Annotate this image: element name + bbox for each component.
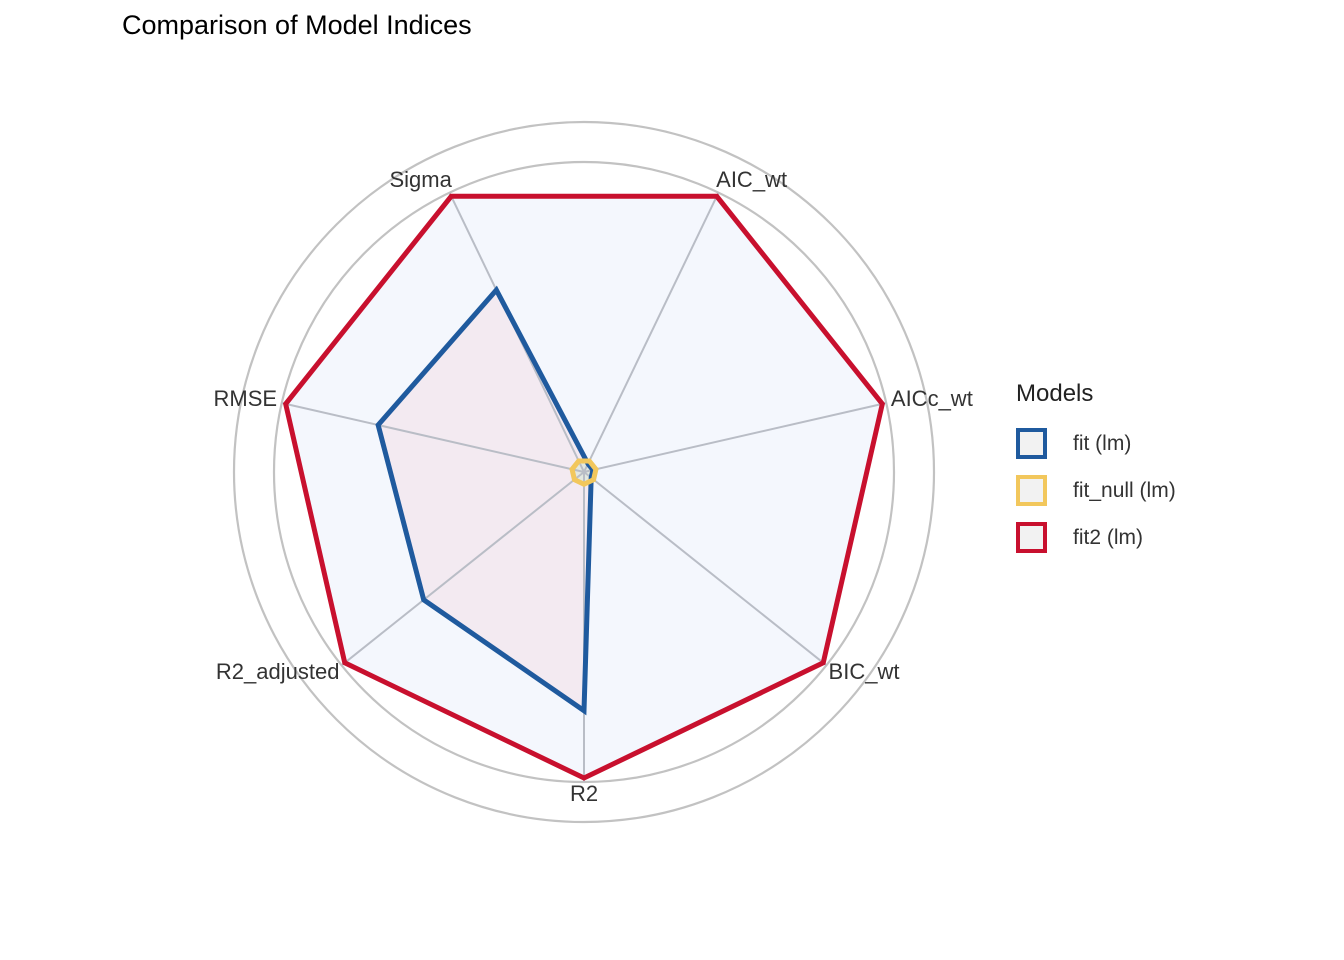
legend-label-fit-null: fit_null (lm) — [1073, 478, 1176, 502]
spoke-aic_wt — [583, 192, 720, 473]
legend-title: Models — [1016, 380, 1094, 407]
axis-label-bic-wt: BIC_wt — [829, 659, 900, 684]
axis-labels: Sigma AIC_wt AICc_wt BIC_wt R2 R2_adjusted RMS… — [214, 167, 973, 806]
series-line-fit-null — [569, 458, 599, 488]
legend-label-fit2: fit2 (lm) — [1073, 525, 1143, 549]
axis-label-aicc-wt: AICc_wt — [891, 386, 973, 411]
series-line-fit2 — [282, 193, 886, 781]
axis-label-rmse: RMSE — [214, 386, 278, 411]
spoke-bic_wt — [583, 471, 827, 667]
axis-label-sigma: Sigma — [389, 167, 452, 192]
legend-key-fit2 — [1016, 522, 1047, 553]
chart-title: Comparison of Model Indices — [122, 10, 472, 40]
axis-label-r2: R2 — [570, 781, 598, 806]
spoke-rmse — [281, 402, 585, 473]
axis-label-aic-wt: AIC_wt — [716, 167, 787, 192]
series-lines — [282, 193, 886, 781]
spoke-aicc_wt — [583, 402, 887, 473]
axis-label-r2-adjusted: R2_adjusted — [216, 659, 340, 684]
grid-circle-5 — [232, 120, 936, 824]
legend: Models fit (lm) fit_null (lm) fit2 (lm) — [1016, 380, 1176, 561]
legend-item-fit2: fit2 (lm) — [1016, 514, 1176, 561]
legend-item-fit-null: fit_null (lm) — [1016, 467, 1176, 514]
radar-spokes — [281, 192, 887, 782]
legend-key-fit — [1016, 428, 1047, 459]
series-line-fit — [375, 285, 596, 716]
legend-key-fit-null — [1016, 475, 1047, 506]
series-fill-tint-0 — [378, 290, 593, 711]
legend-item-fit: fit (lm) — [1016, 420, 1176, 467]
legend-label-fit: fit (lm) — [1073, 431, 1132, 455]
spoke-r2_adjusted — [341, 471, 585, 667]
